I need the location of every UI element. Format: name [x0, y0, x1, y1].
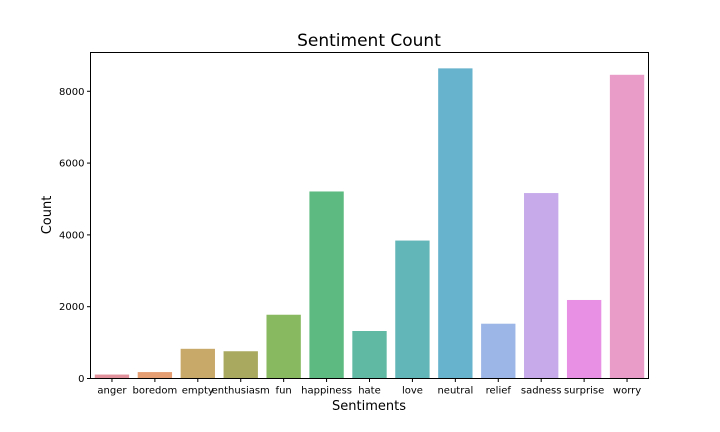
y-axis-ticks: 0 2000 4000 6000 8000 [59, 87, 91, 385]
x-tick-label-surprise: surprise [564, 386, 604, 397]
bar-boredom [137, 372, 173, 379]
bar-sadness [524, 193, 559, 379]
x-tick-label-love: love [402, 386, 423, 397]
bars-group [94, 68, 645, 379]
x-tick-label-empty: empty [182, 386, 214, 397]
bar-happiness [309, 191, 344, 379]
bar-worry [609, 74, 645, 379]
bar-surprise [566, 299, 602, 379]
x-tick-label-hate: hate [358, 386, 381, 397]
plot-frame [90, 52, 649, 379]
y-tick-label-4000: 4000 [59, 230, 84, 241]
x-axis-label: Sentiments [332, 399, 406, 414]
y-tick-label-8000: 8000 [59, 87, 84, 98]
x-tick-label-neutral: neutral [437, 386, 473, 397]
bar-enthusiasm [223, 351, 258, 379]
x-tick-label-happiness: happiness [301, 386, 352, 397]
bar-hate [352, 331, 387, 379]
y-tick-label-0: 0 [78, 374, 84, 385]
bar-love [395, 240, 430, 379]
y-axis-label: Count [40, 196, 55, 235]
x-tick-label-boredom: boredom [133, 386, 178, 397]
x-tick-label-sadness: sadness [521, 386, 562, 397]
bar-relief [481, 323, 516, 379]
bar-empty [180, 348, 215, 379]
y-tick-label-6000: 6000 [59, 159, 84, 170]
x-tick-label-relief: relief [486, 386, 512, 397]
bar-anger [94, 374, 130, 379]
x-tick-label-anger: anger [97, 386, 127, 397]
bar-neutral [438, 68, 473, 379]
x-tick-label-enthusiasm: enthusiasm [212, 386, 270, 397]
y-tick-label-2000: 2000 [59, 302, 84, 313]
bar-fun [266, 314, 301, 379]
x-tick-label-fun: fun [276, 386, 292, 397]
x-tick-label-worry: worry [613, 386, 641, 397]
chart-title: Sentiment Count [297, 31, 441, 51]
